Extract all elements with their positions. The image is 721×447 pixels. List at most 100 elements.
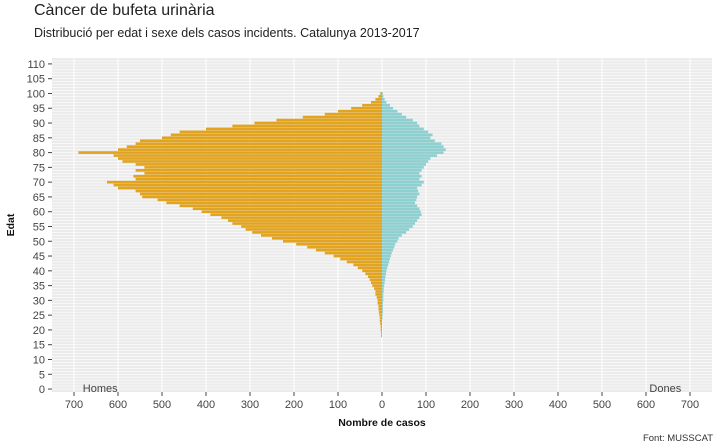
bar-homes — [380, 325, 382, 329]
bar-dones — [382, 106, 393, 110]
bar-homes — [379, 319, 382, 323]
y-tick-label: 100 — [27, 88, 45, 100]
y-tick-label: 110 — [27, 59, 45, 71]
bar-dones — [382, 192, 420, 196]
y-tick-label: 80 — [33, 148, 45, 160]
x-tick-label: 100 — [417, 399, 435, 411]
bar-dones — [382, 130, 429, 134]
bar-dones — [382, 248, 393, 252]
bar-dones — [382, 145, 444, 149]
bar-dones — [382, 278, 386, 282]
bar-homes — [157, 198, 382, 202]
x-tick-label: 400 — [549, 399, 567, 411]
bar-dones — [382, 299, 384, 302]
bar-homes — [283, 239, 382, 243]
bar-homes — [380, 92, 382, 95]
bar-homes — [140, 192, 382, 196]
bar-homes — [340, 257, 382, 261]
bar-homes — [296, 242, 382, 246]
bar-homes — [380, 322, 382, 326]
x-tick-label: 500 — [153, 399, 171, 411]
bar-homes — [375, 293, 382, 296]
bar-homes — [372, 284, 382, 287]
bar-dones — [382, 183, 422, 187]
bar-homes — [381, 334, 382, 338]
bar-homes — [144, 171, 382, 175]
y-tick-label: 20 — [33, 325, 45, 337]
bar-dones — [382, 160, 429, 163]
bar-homes — [133, 174, 382, 178]
bar-dones — [382, 142, 442, 146]
bar-dones — [382, 228, 410, 231]
bar-homes — [377, 299, 382, 302]
bar-dones — [382, 257, 390, 261]
bar-homes — [135, 177, 382, 181]
bar-dones — [382, 189, 419, 193]
bar-homes — [378, 304, 382, 308]
bar-dones — [382, 263, 389, 267]
bar-homes — [353, 263, 382, 267]
bar-dones — [382, 151, 444, 154]
bar-dones — [382, 195, 418, 199]
y-tick-label: 45 — [33, 251, 45, 263]
x-tick-label: 100 — [329, 399, 347, 411]
x-tick-label: 300 — [241, 399, 259, 411]
y-tick-label: 15 — [33, 340, 45, 352]
source-caption: Font: MUSSCAT — [642, 433, 713, 444]
bar-homes — [210, 213, 382, 216]
bar-dones — [382, 210, 421, 214]
bar-dones — [382, 296, 384, 299]
x-tick-label: 300 — [505, 399, 523, 411]
bar-dones — [382, 245, 395, 249]
bar-dones — [382, 98, 385, 101]
bar-homes — [232, 222, 382, 225]
bar-homes — [126, 145, 382, 149]
bar-homes — [376, 296, 382, 299]
bar-homes — [371, 281, 382, 284]
bar-dones — [382, 186, 418, 190]
bar-homes — [362, 103, 382, 107]
bar-homes — [170, 133, 382, 137]
bar-dones — [382, 225, 413, 228]
y-axis-title: Edat — [5, 213, 17, 236]
chart-title: Càncer de bufeta urinària — [34, 2, 215, 19]
y-tick-label: 50 — [33, 236, 45, 248]
bar-homes — [367, 275, 382, 279]
bar-homes — [254, 121, 382, 125]
bar-homes — [118, 157, 382, 160]
bar-dones — [382, 118, 413, 122]
bar-homes — [357, 266, 382, 270]
bar-homes — [113, 183, 382, 187]
bar-dones — [382, 136, 431, 140]
y-tick-label: 30 — [33, 295, 45, 307]
bar-homes — [379, 316, 382, 320]
bar-dones — [382, 284, 385, 287]
bar-homes — [375, 98, 382, 101]
bar-homes — [351, 106, 382, 110]
bar-dones — [382, 239, 398, 243]
bar-homes — [261, 234, 382, 237]
bar-homes — [140, 139, 382, 143]
x-tick-label: 0 — [379, 399, 385, 411]
bar-dones — [382, 260, 390, 264]
bar-dones — [382, 287, 384, 290]
bar-homes — [201, 210, 382, 214]
x-tick-label: 600 — [109, 399, 127, 411]
y-tick-label: 90 — [33, 118, 45, 130]
bar-homes — [142, 195, 382, 199]
bar-dones — [382, 301, 383, 305]
series-label-homes: Homes — [83, 383, 118, 395]
y-tick-label: 25 — [33, 310, 45, 322]
bar-homes — [228, 219, 382, 222]
bar-dones — [382, 198, 417, 202]
bar-homes — [272, 236, 382, 240]
chart-subtitle: Distribució per edat i sexe dels casos i… — [34, 26, 420, 40]
bar-homes — [192, 207, 382, 211]
bar-dones — [382, 112, 402, 116]
bar-homes — [144, 166, 382, 169]
y-tick-label: 70 — [33, 177, 45, 189]
bar-dones — [382, 236, 399, 240]
bar-homes — [241, 225, 382, 228]
bar-dones — [382, 222, 415, 225]
